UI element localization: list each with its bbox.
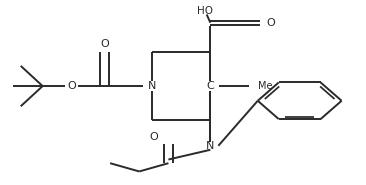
Text: O: O [67, 81, 76, 91]
Text: N: N [148, 81, 156, 91]
Text: N: N [206, 141, 214, 151]
Text: O: O [266, 18, 275, 28]
Text: HO: HO [197, 6, 213, 16]
Text: O: O [149, 132, 158, 142]
Text: Me: Me [258, 81, 272, 91]
Text: O: O [100, 39, 109, 49]
Text: C: C [206, 81, 214, 91]
